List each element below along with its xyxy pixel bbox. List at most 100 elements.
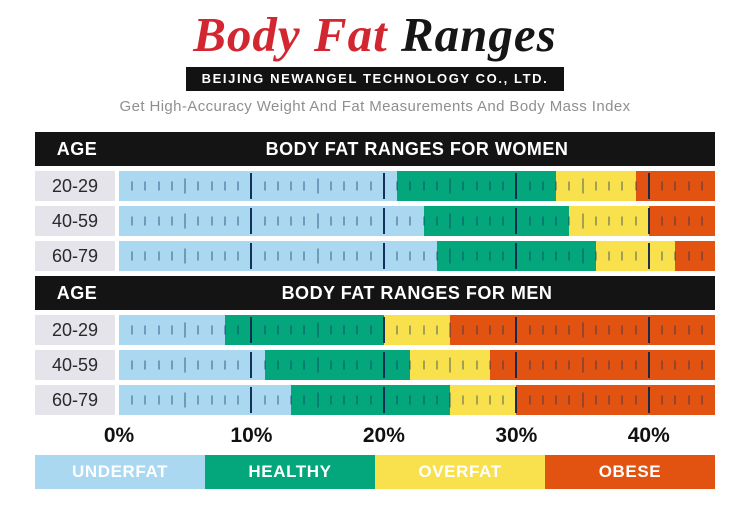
- scale-tick: [423, 395, 425, 405]
- scale-tick: [343, 325, 345, 335]
- scale-tick: [489, 216, 491, 226]
- scale-tick: [144, 251, 146, 261]
- scale-tick: [250, 208, 253, 234]
- scale-tick: [568, 360, 570, 370]
- scale-tick: [264, 360, 266, 370]
- scale-tick: [476, 325, 478, 335]
- scale-tick: [317, 392, 319, 408]
- page-title: Body Fat Ranges: [0, 6, 750, 64]
- legend: UNDERFAT HEALTHY OVERFAT OBESE: [35, 455, 715, 489]
- scale-tick: [489, 181, 491, 191]
- scale-tick: [436, 181, 438, 191]
- scale-tick: [542, 360, 544, 370]
- scale-tick: [582, 322, 584, 338]
- scale-tick: [688, 181, 689, 191]
- scale-tick: [515, 243, 518, 269]
- scale-tick: [582, 248, 584, 264]
- scale-tick: [171, 360, 173, 370]
- scale-tick: [171, 216, 173, 226]
- scale-tick: [290, 360, 292, 370]
- scale-tick: [184, 322, 186, 338]
- scale-tick: [317, 248, 319, 264]
- scale-tick: [555, 181, 557, 191]
- scale-tick: [184, 357, 186, 373]
- scale-tick: [515, 317, 518, 343]
- scale-tick: [701, 251, 703, 261]
- scale-tick: [224, 395, 226, 405]
- scale-tick: [647, 173, 650, 199]
- scale-tick: [237, 181, 239, 191]
- age-column-header: AGE: [56, 282, 98, 303]
- range-bar-men-40-59: [119, 350, 715, 380]
- scale-tick: [290, 395, 292, 405]
- scale-tick: [197, 325, 199, 335]
- scale-tick: [647, 243, 650, 269]
- scale-tick: [661, 395, 663, 405]
- scale-tick: [264, 216, 266, 226]
- range-bar-women-40-59: [119, 206, 715, 236]
- scale-tick: [515, 352, 518, 378]
- scale-tick: [674, 181, 676, 191]
- range-bar-men-20-29: [119, 315, 715, 345]
- scale-tick: [423, 360, 425, 370]
- scale-tick: [356, 251, 358, 261]
- legend-item-underfat: UNDERFAT: [35, 455, 205, 489]
- table-row: 40-59: [35, 350, 715, 380]
- scale-tick: [370, 181, 372, 191]
- scale-tick: [144, 395, 146, 405]
- scale-tick: [688, 216, 689, 226]
- scale-tick: [131, 216, 133, 226]
- scale-tick: [582, 392, 584, 408]
- scale-tick: [409, 216, 411, 226]
- scale-tick: [436, 325, 438, 335]
- table-row: 60-79: [35, 385, 715, 415]
- table-row: 60-79: [35, 241, 715, 271]
- scale-tick: [515, 208, 518, 234]
- scale-tick: [542, 216, 544, 226]
- scale-tick: [568, 216, 570, 226]
- scale-tick: [197, 251, 199, 261]
- scale-tick: [674, 360, 676, 370]
- scale-tick: [197, 395, 199, 405]
- scale-tick: [476, 360, 478, 370]
- scale-tick: [515, 387, 518, 413]
- scale-tick: [608, 251, 610, 261]
- scale-tick: [635, 216, 637, 226]
- table-men-title: BODY FAT RANGES FOR MEN: [281, 282, 553, 303]
- segment-overfat: [383, 315, 451, 345]
- scale-tick: [277, 360, 279, 370]
- scale-tick: [197, 360, 199, 370]
- scale-tick: [476, 251, 478, 261]
- scale-tick: [382, 243, 385, 269]
- scale-tick: [211, 181, 213, 191]
- scale-tick: [343, 360, 345, 370]
- scale-tick: [184, 213, 186, 229]
- scale-tick: [237, 216, 239, 226]
- scale-tick: [555, 360, 557, 370]
- scale-tick: [635, 181, 637, 191]
- scale-tick: [542, 251, 544, 261]
- axis-label-40: 40%: [627, 424, 670, 447]
- scale-tick: [595, 325, 597, 335]
- segment-obese: [648, 206, 715, 236]
- scale-tick: [555, 395, 557, 405]
- scale-tick: [317, 178, 319, 194]
- chart: AGE BODY FAT RANGES FOR WOMEN 20-29 40-5…: [35, 132, 715, 489]
- scale-tick: [330, 216, 332, 226]
- age-label: 40-59: [35, 206, 115, 236]
- scale-tick: [701, 360, 703, 370]
- scale-tick: [264, 181, 266, 191]
- table-men: AGE BODY FAT RANGES FOR MEN 20-29 40-59 …: [35, 276, 715, 415]
- scale-tick: [436, 360, 438, 370]
- scale-tick: [555, 216, 557, 226]
- axis-label-0: 0%: [103, 424, 135, 447]
- scale-tick: [356, 360, 358, 370]
- scale-tick: [688, 395, 689, 405]
- scale-tick: [529, 216, 531, 226]
- scale-tick: [396, 181, 398, 191]
- scale-tick: [515, 173, 518, 199]
- scale-tick: [529, 360, 531, 370]
- scale-tick: [449, 357, 451, 373]
- scale-tick: [661, 251, 663, 261]
